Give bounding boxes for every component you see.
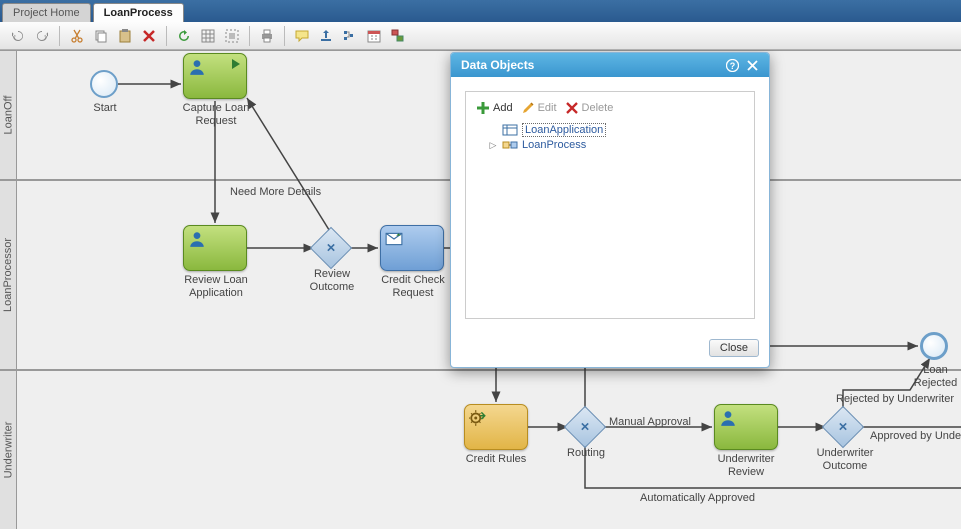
delete-button[interactable]: Delete <box>563 100 616 116</box>
loan-rejected-label: Loan Rejected <box>908 364 961 389</box>
gear-icon <box>469 409 487 427</box>
close-button[interactable]: Close <box>709 339 759 357</box>
data-objects-button[interactable] <box>387 25 409 47</box>
underwriter-review-label: Underwriter Review <box>700 453 792 478</box>
pencil-icon <box>521 101 535 115</box>
task-review-loan-application[interactable] <box>183 225 247 271</box>
upload-button[interactable] <box>315 25 337 47</box>
swimlane-label-text: Underwriter <box>2 422 14 479</box>
task-underwriter-review[interactable] <box>714 404 778 450</box>
dialog-title-bar[interactable]: Data Objects ? <box>451 53 769 77</box>
tab-bar: Project Home LoanProcess <box>0 0 961 22</box>
help-icon[interactable]: ? <box>725 58 739 72</box>
paste-button[interactable] <box>114 25 136 47</box>
dialog-inner-panel: Add Edit Delete LoanApplication <box>465 91 755 319</box>
dialog-footer: Close <box>451 333 769 367</box>
gateway-routing[interactable]: × <box>570 412 600 442</box>
grid-button[interactable] <box>197 25 219 47</box>
start-event[interactable] <box>90 70 118 98</box>
task-credit-rules[interactable] <box>464 404 528 450</box>
tree-item-label: LoanProcess <box>522 139 586 151</box>
edit-label: Edit <box>538 102 557 114</box>
credit-check-label: Credit Check Request <box>367 274 459 299</box>
tree-expand-icon[interactable]: ▷ <box>488 140 498 151</box>
add-button[interactable]: Add <box>474 100 515 116</box>
dialog-title-text: Data Objects <box>461 58 534 72</box>
capture-label: Capture Loan Request <box>170 102 262 127</box>
play-icon <box>230 58 242 73</box>
edit-button[interactable]: Edit <box>519 100 559 116</box>
gateway-underwriter-outcome[interactable]: × <box>828 412 858 442</box>
review-outcome-label: Review Outcome <box>303 268 361 293</box>
add-label: Add <box>493 102 513 114</box>
end-event-loan-rejected[interactable] <box>920 332 948 360</box>
redo-button[interactable] <box>31 25 53 47</box>
edge-label-rejected-by-underwriter: Rejected by Underwriter <box>836 393 954 405</box>
edge-label-manual-approval: Manual Approval <box>609 416 691 428</box>
dialog-body: Add Edit Delete LoanApplication <box>451 77 769 333</box>
cut-button[interactable] <box>66 25 88 47</box>
swimlane-label-text: LoanOff <box>2 96 14 135</box>
edge-label-auto-approved: Automatically Approved <box>640 492 755 504</box>
task-credit-check-request[interactable] <box>380 225 444 271</box>
tab-project-home[interactable]: Project Home <box>2 3 91 22</box>
calendar-button[interactable] <box>363 25 385 47</box>
undo-button[interactable] <box>7 25 29 47</box>
delete-button[interactable] <box>138 25 160 47</box>
close-icon[interactable] <box>745 58 759 72</box>
canvas: LoanOff LoanProcessor Underwriter <box>0 50 961 529</box>
data-object-icon <box>502 124 518 136</box>
toolbar <box>0 22 961 50</box>
task-capture-loan-request[interactable] <box>183 53 247 99</box>
delete-label: Delete <box>582 102 614 114</box>
select-button[interactable] <box>221 25 243 47</box>
gateway-review-outcome[interactable]: × <box>316 233 346 263</box>
credit-rules-label: Credit Rules <box>455 453 537 466</box>
comment-button[interactable] <box>291 25 313 47</box>
copy-button[interactable] <box>90 25 112 47</box>
swimlane-label: LoanProcessor <box>0 181 17 369</box>
refresh-button[interactable] <box>173 25 195 47</box>
edge-label-need-more: Need More Details <box>230 186 321 198</box>
print-button[interactable] <box>256 25 278 47</box>
process-icon <box>502 139 518 151</box>
underwriter-outcome-label: Underwriter Outcome <box>810 447 880 472</box>
swimlane-label: Underwriter <box>0 371 17 529</box>
edge-label-approved-by-underwriter: Approved by Unde <box>870 430 961 442</box>
user-icon <box>188 58 206 76</box>
plus-icon <box>476 101 490 115</box>
tree-item-label: LoanApplication <box>522 123 606 137</box>
routing-label: Routing <box>560 447 612 460</box>
user-icon <box>719 409 737 427</box>
swimlane-label: LoanOff <box>0 51 17 179</box>
envelope-icon <box>385 230 403 248</box>
swimlane-label-text: LoanProcessor <box>2 238 14 312</box>
dialog-data-objects: Data Objects ? Add Edit <box>450 52 770 368</box>
svg-text:?: ? <box>729 61 735 71</box>
start-label: Start <box>80 102 130 115</box>
review-app-label: Review Loan Application <box>170 274 262 299</box>
levels-button[interactable] <box>339 25 361 47</box>
tab-loan-process[interactable]: LoanProcess <box>93 3 184 22</box>
delete-x-icon <box>565 101 579 115</box>
panel-toolbar: Add Edit Delete <box>474 100 746 116</box>
tree-item-loan-process[interactable]: ▷ LoanProcess <box>486 138 746 152</box>
tree-item-loan-application[interactable]: LoanApplication <box>486 122 746 138</box>
user-icon <box>188 230 206 248</box>
